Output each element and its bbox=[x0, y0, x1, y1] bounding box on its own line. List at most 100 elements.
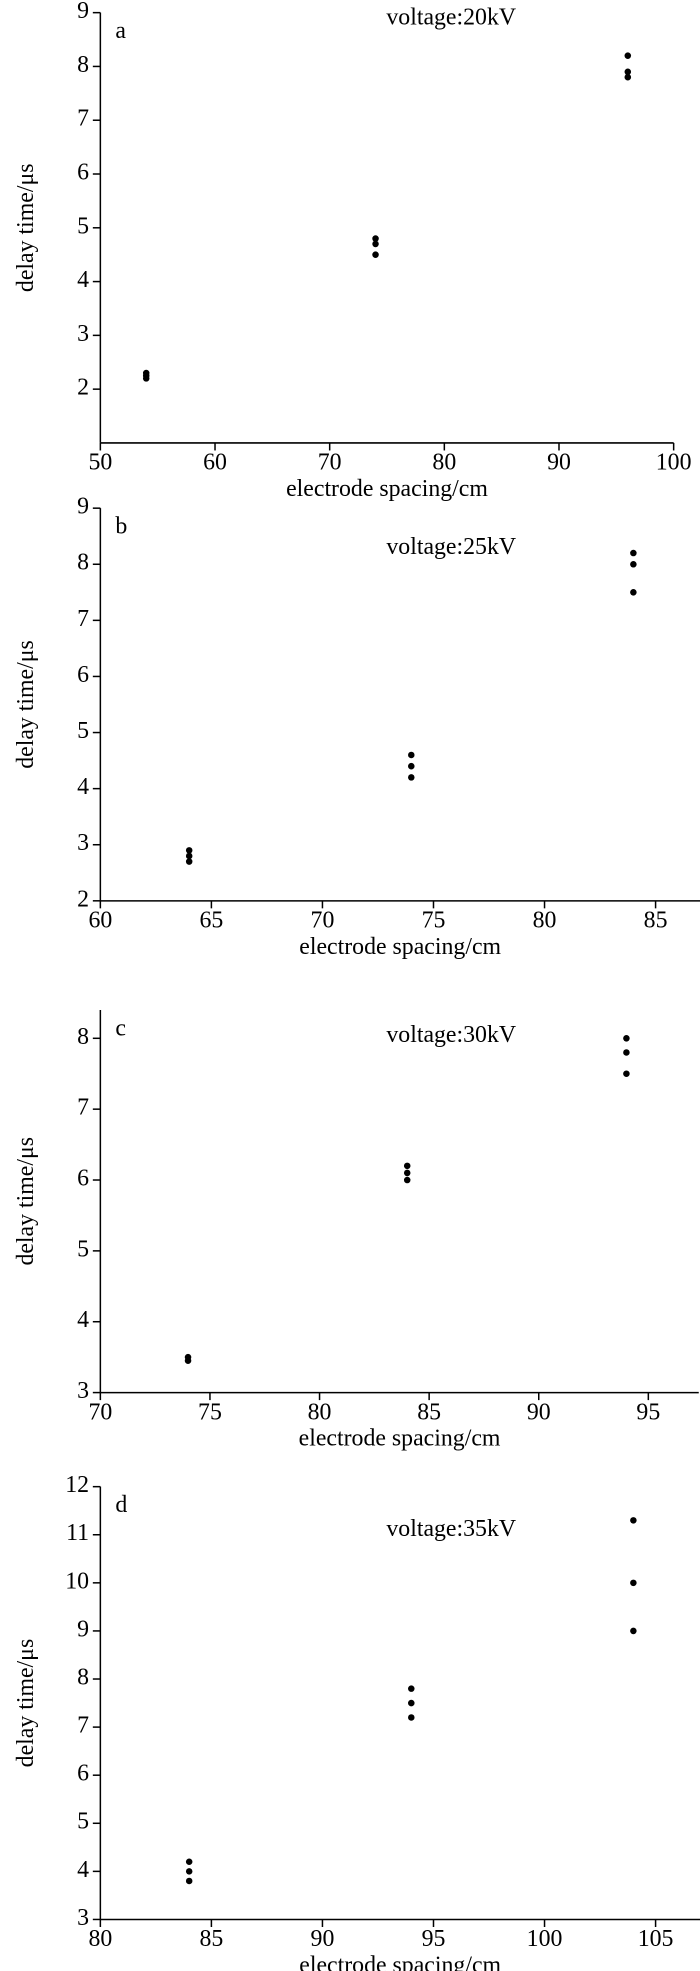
x-tick-label: 65 bbox=[199, 908, 223, 934]
y-tick-label: 5 bbox=[77, 213, 89, 239]
y-tick-label: 3 bbox=[77, 1378, 89, 1404]
point bbox=[630, 1517, 637, 1524]
y-tick-label: 7 bbox=[77, 606, 89, 632]
y-tick-label: 4 bbox=[77, 1857, 89, 1883]
point bbox=[185, 847, 193, 854]
panel-label: d bbox=[115, 1492, 127, 1518]
x-tick-label: 85 bbox=[199, 1926, 223, 1952]
point bbox=[623, 1049, 630, 1056]
point bbox=[142, 369, 150, 377]
y-tick-label: 10 bbox=[65, 1568, 89, 1594]
x-tick-label: 85 bbox=[644, 908, 668, 934]
point bbox=[630, 589, 637, 596]
y-tick-label: 4 bbox=[77, 1307, 89, 1333]
x-tick-label: 70 bbox=[318, 450, 342, 476]
x-tick-label: 50 bbox=[88, 450, 112, 476]
point bbox=[403, 1162, 411, 1170]
x-axis-label: electrode spacing/cm bbox=[299, 934, 501, 960]
point bbox=[372, 251, 379, 258]
x-tick-label: 75 bbox=[198, 1399, 222, 1425]
panel-label: a bbox=[115, 18, 126, 44]
y-axis-label: delay time/μs bbox=[13, 640, 39, 769]
annotation: voltage:20kV bbox=[386, 4, 516, 30]
y-tick-label: 11 bbox=[66, 1520, 89, 1546]
point bbox=[403, 1176, 411, 1184]
point bbox=[624, 52, 632, 59]
point bbox=[372, 240, 379, 248]
panel-label: c bbox=[115, 1016, 126, 1042]
y-tick-label: 3 bbox=[77, 321, 89, 347]
point bbox=[630, 561, 637, 568]
point bbox=[372, 235, 379, 242]
y-tick-label: 4 bbox=[77, 267, 89, 293]
y-tick-label: 7 bbox=[77, 106, 89, 132]
y-tick-label: 9 bbox=[77, 1616, 89, 1642]
point bbox=[623, 1035, 630, 1042]
y-axis-label: delay time/μs bbox=[13, 1639, 39, 1768]
x-tick-label: 60 bbox=[88, 908, 112, 934]
x-tick-label: 100 bbox=[527, 1926, 563, 1952]
x-tick-label: 80 bbox=[533, 908, 557, 934]
point bbox=[408, 1699, 415, 1707]
y-tick-label: 8 bbox=[77, 52, 89, 78]
y-tick-label: 3 bbox=[77, 1905, 89, 1931]
y-tick-label: 7 bbox=[77, 1713, 89, 1739]
y-tick-label: 7 bbox=[77, 1095, 89, 1121]
x-axis-label: electrode spacing/cm bbox=[286, 476, 488, 502]
y-tick-label: 9 bbox=[77, 0, 89, 24]
x-tick-label: 80 bbox=[432, 450, 456, 476]
point bbox=[624, 73, 632, 81]
y-tick-label: 6 bbox=[77, 1165, 89, 1191]
point bbox=[630, 549, 637, 557]
x-tick-label: 105 bbox=[638, 1926, 674, 1952]
panel-label: b bbox=[115, 514, 127, 540]
y-tick-label: 5 bbox=[77, 1809, 89, 1835]
point bbox=[184, 1353, 192, 1361]
annotation: voltage:25kV bbox=[386, 534, 516, 560]
y-tick-label: 3 bbox=[77, 830, 89, 856]
point bbox=[630, 1627, 637, 1635]
point bbox=[185, 1877, 193, 1885]
y-tick-label: 6 bbox=[77, 1761, 89, 1787]
y-tick-label: 6 bbox=[77, 662, 89, 688]
y-tick-label: 8 bbox=[77, 550, 89, 576]
point bbox=[185, 852, 193, 860]
y-tick-label: 2 bbox=[77, 886, 89, 912]
y-tick-label: 9 bbox=[77, 494, 89, 520]
x-tick-label: 90 bbox=[547, 450, 571, 476]
y-axis-label: delay time/μs bbox=[13, 164, 39, 293]
y-tick-label: 4 bbox=[77, 774, 89, 800]
y-tick-label: 8 bbox=[77, 1024, 89, 1050]
y-tick-label: 2 bbox=[77, 375, 89, 401]
point bbox=[403, 1169, 411, 1177]
point bbox=[185, 1858, 193, 1866]
y-tick-label: 12 bbox=[65, 1472, 89, 1498]
x-axis-label: electrode spacing/cm bbox=[299, 1426, 501, 1452]
x-tick-label: 95 bbox=[636, 1399, 660, 1425]
x-tick-label: 80 bbox=[88, 1926, 112, 1952]
x-tick-label: 95 bbox=[422, 1926, 446, 1952]
x-tick-label: 75 bbox=[422, 908, 446, 934]
y-axis-label: delay time/μs bbox=[13, 1137, 39, 1266]
x-tick-label: 100 bbox=[656, 450, 692, 476]
y-tick-label: 6 bbox=[77, 159, 89, 185]
y-tick-label: 5 bbox=[77, 718, 89, 744]
y-tick-label: 5 bbox=[77, 1236, 89, 1262]
x-tick-label: 60 bbox=[203, 450, 227, 476]
x-tick-label: 70 bbox=[88, 1399, 112, 1425]
point bbox=[624, 68, 632, 76]
x-tick-label: 85 bbox=[417, 1399, 441, 1425]
point bbox=[408, 762, 415, 770]
x-tick-label: 90 bbox=[311, 1926, 335, 1952]
x-tick-label: 90 bbox=[527, 1399, 551, 1425]
x-tick-label: 70 bbox=[311, 908, 335, 934]
point bbox=[408, 1685, 415, 1692]
x-tick-label: 80 bbox=[308, 1399, 332, 1425]
point bbox=[630, 1579, 637, 1587]
x-axis-label: electrode spacing/cm bbox=[299, 1953, 501, 1971]
point bbox=[185, 858, 193, 865]
point bbox=[185, 1868, 193, 1875]
point bbox=[408, 1714, 415, 1721]
annotation: voltage:35kV bbox=[386, 1516, 516, 1542]
